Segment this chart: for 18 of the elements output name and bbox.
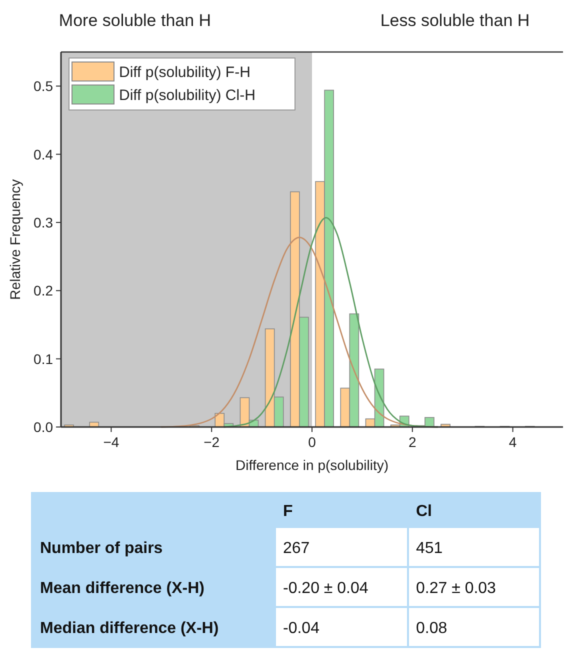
x-tick-label: 2 [408, 434, 416, 450]
y-tick-label: 0.2 [34, 282, 54, 299]
x-tick-label: −2 [204, 434, 220, 450]
y-tick-label: 0.5 [34, 78, 54, 94]
legend-label: Diff p(solubility) F-H [119, 64, 250, 81]
x-axis-title: Difference in p(solubility) [235, 457, 389, 473]
x-tick-label: 0 [308, 434, 316, 450]
y-axis-title: Relative Frequency [7, 179, 23, 300]
x-tick-label: 4 [508, 434, 517, 450]
y-tick-label: 0.3 [34, 214, 54, 230]
y-tick-label: 0.4 [34, 146, 54, 162]
y-tick-label: 0.0 [34, 419, 54, 435]
legend-label: Diff p(solubility) Cl-H [119, 87, 256, 104]
stats-table: F Cl Number of pairs 267 451 Mean difference (X-H) -0.20 ± 0.04 0.27 ± 0.03 Median difference (X-H) -0.04 0.08 [31, 492, 541, 648]
text: More soluble than H [58, 11, 212, 30]
y-tick-label: 0.1 [34, 350, 54, 367]
text: Less soluble than H [380, 11, 530, 30]
x-tick-label: −4 [103, 434, 120, 450]
